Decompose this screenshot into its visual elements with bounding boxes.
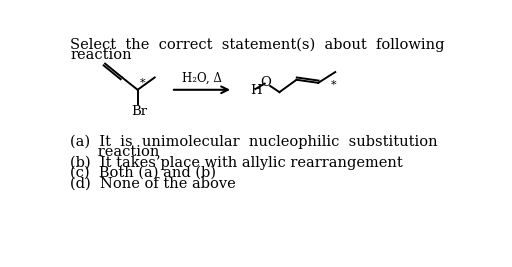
Text: H₂O, Δ: H₂O, Δ <box>182 72 222 85</box>
Text: O: O <box>260 76 271 89</box>
Text: H: H <box>250 84 262 97</box>
Text: *: * <box>140 77 145 88</box>
Text: (b)  It takes’place with allylic rearrangement: (b) It takes’place with allylic rearrang… <box>70 155 403 170</box>
Text: Br: Br <box>132 105 147 118</box>
Text: reaction: reaction <box>70 145 160 159</box>
Text: (a)  It  is  unimolecular  nucleophilic  substitution: (a) It is unimolecular nucleophilic subs… <box>70 135 438 149</box>
Text: Select  the  correct  statement(s)  about  following: Select the correct statement(s) about fo… <box>70 37 445 52</box>
Text: *: * <box>331 80 336 90</box>
Text: (d)  None of the above: (d) None of the above <box>70 177 236 191</box>
Text: (c)  Both (a) and (b): (c) Both (a) and (b) <box>70 166 216 180</box>
Text: reaction: reaction <box>70 48 132 62</box>
